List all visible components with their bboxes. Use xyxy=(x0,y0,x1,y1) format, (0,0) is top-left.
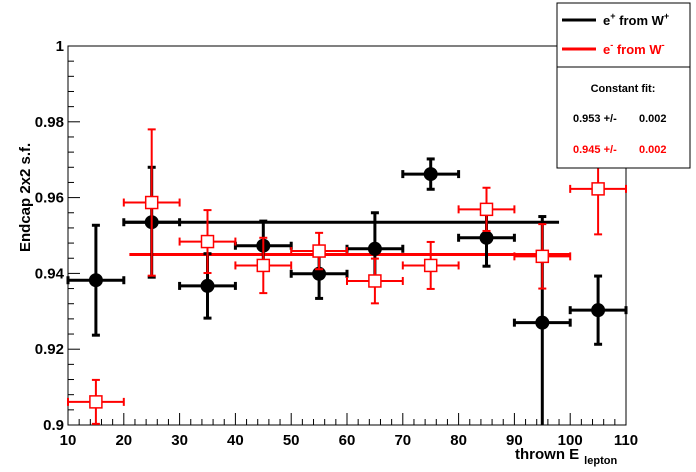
y-axis-title: Endcap 2x2 s.f. xyxy=(17,143,34,252)
axis-ticks xyxy=(67,45,627,426)
x-tick-label: 80 xyxy=(450,432,467,449)
marker-open-square xyxy=(89,395,103,409)
x-tick-label: 20 xyxy=(115,432,132,449)
data-point xyxy=(289,247,349,300)
x-tick-label: 50 xyxy=(283,432,300,449)
data-point xyxy=(568,274,628,346)
fit-value-electron: 0.945 +/- xyxy=(573,144,617,156)
legend-label-electron: e- from W- xyxy=(603,40,665,57)
x-tick-label: 70 xyxy=(394,432,411,449)
data-point xyxy=(401,240,460,290)
fit-value-positron: 0.953 +/- xyxy=(573,113,617,125)
x-tick-label: 60 xyxy=(339,432,356,449)
fit-error-electron: 0.002 xyxy=(639,144,667,156)
y-tick-label: 0.92 xyxy=(35,341,64,358)
fit-box xyxy=(556,66,691,169)
marker-filled-circle xyxy=(591,303,606,318)
legend-label-positron: e+ from W+ xyxy=(603,11,669,28)
y-tick-label: 0.9 xyxy=(43,417,64,434)
x-tick-label: 100 xyxy=(558,432,583,449)
x-axis-title-main: thrown E xyxy=(515,446,579,463)
y-tick-label: 0.94 xyxy=(35,265,65,282)
series-layer xyxy=(66,128,628,425)
data-point xyxy=(67,378,125,425)
y-tick-label: 1 xyxy=(56,38,64,55)
marker-filled-circle xyxy=(423,167,438,182)
marker-filled-circle xyxy=(367,241,382,256)
marker-open-square xyxy=(144,195,159,210)
y-tick-label: 0.98 xyxy=(35,114,64,131)
x-tick-label: 10 xyxy=(60,432,77,449)
marker-open-square xyxy=(423,258,438,273)
legend: e+ from W+ e- from W- Constant fit: 0.95… xyxy=(556,2,691,169)
fit-title: Constant fit: xyxy=(591,83,656,95)
data-point xyxy=(346,257,404,305)
x-tick-label: 40 xyxy=(227,432,244,449)
x-axis-title-sub: lepton xyxy=(584,455,617,467)
data-point xyxy=(457,186,516,232)
data-point xyxy=(513,223,572,290)
marker-open-square xyxy=(591,182,605,196)
x-tick-labels: 10 20 30 40 50 60 70 80 90 100 110 xyxy=(60,432,638,449)
marker-open-square xyxy=(368,274,382,288)
data-point xyxy=(178,209,237,275)
x-tick-label: 30 xyxy=(171,432,188,449)
marker-filled-circle xyxy=(479,230,494,245)
marker-open-square xyxy=(200,234,215,249)
marker-open-square xyxy=(479,202,494,217)
x-tick-label: 90 xyxy=(506,432,523,449)
marker-open-square xyxy=(256,258,271,273)
x-axis-title: thrown E lepton xyxy=(515,446,617,467)
marker-filled-circle xyxy=(535,315,550,330)
data-point xyxy=(290,231,348,271)
fit-error-positron: 0.002 xyxy=(639,113,667,125)
data-point xyxy=(401,157,461,191)
marker-filled-circle xyxy=(88,273,103,288)
data-point xyxy=(66,223,126,337)
series-electron xyxy=(67,128,627,425)
x-tick-label: 110 xyxy=(614,432,638,449)
marker-filled-circle xyxy=(312,266,327,281)
y-tick-labels: 0.9 0.92 0.94 0.96 0.98 1 xyxy=(35,38,65,434)
marker-open-square xyxy=(312,244,326,258)
marker-filled-circle xyxy=(200,278,215,293)
data-point xyxy=(122,128,181,277)
y-tick-label: 0.96 xyxy=(35,190,64,207)
data-point xyxy=(234,236,293,295)
marker-open-square xyxy=(535,249,550,264)
data-point xyxy=(345,211,405,287)
